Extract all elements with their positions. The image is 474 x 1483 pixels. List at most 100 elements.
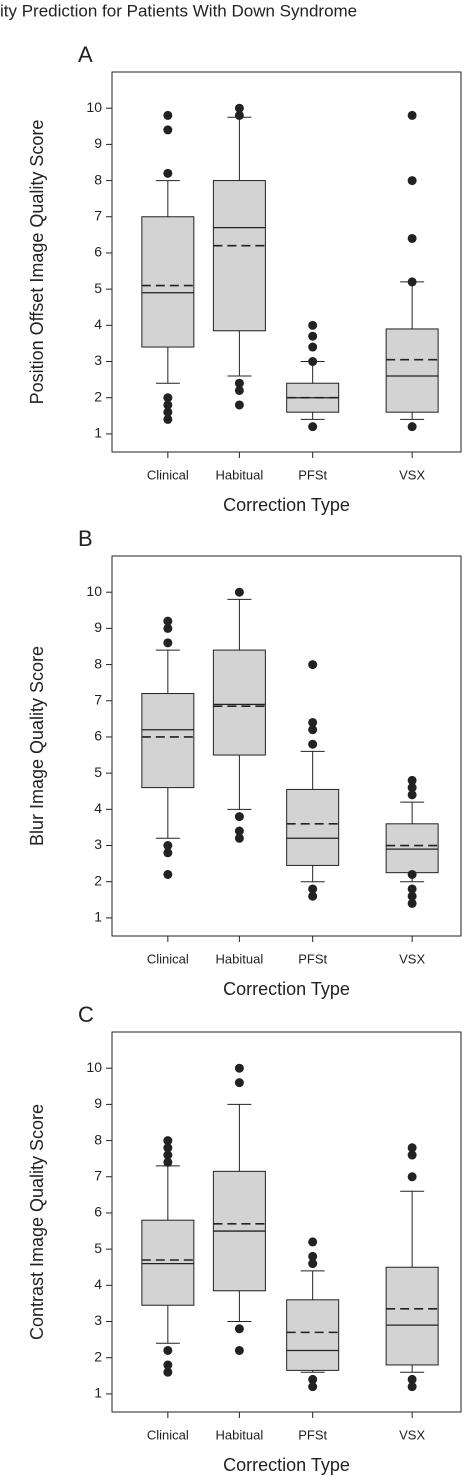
outlier [234,1345,244,1355]
outlier [407,233,417,243]
outlier [407,176,417,186]
y-tick-label: 1 [94,1385,102,1401]
box [141,693,195,789]
outlier [308,1251,318,1261]
x-tick-label: Clinical [147,1427,189,1442]
x-tick-label: VSX [399,1427,425,1442]
y-tick-label: 3 [94,836,102,852]
outlier [234,833,244,843]
outlier [234,385,244,395]
outlier [407,1150,417,1160]
y-tick-label: 8 [94,1131,102,1147]
outlier [163,848,173,858]
outlier [407,790,417,800]
y-tick-label: 8 [94,655,102,671]
outlier [163,638,173,648]
outlier [163,841,173,851]
y-tick-label: 3 [94,1312,102,1328]
outlier [163,407,173,417]
y-tick-label: 2 [94,1348,102,1364]
outlier [407,1143,417,1153]
outlier [234,587,244,597]
outlier [308,739,318,749]
box [385,1266,439,1366]
outlier [163,168,173,178]
box [141,1219,195,1306]
outlier [163,1150,173,1160]
outlier [308,1237,318,1247]
outlier [234,826,244,836]
plot-frame [111,71,462,453]
outlier [407,898,417,908]
y-tick-label: 7 [94,691,102,707]
outlier [234,1324,244,1334]
y-tick-label: 4 [94,800,102,816]
y-tick-label: 1 [94,909,102,925]
outlier [163,1136,173,1146]
outlier [163,1345,173,1355]
y-tick-label: 2 [94,388,102,404]
outlier [163,1143,173,1153]
outlier [163,623,173,633]
box [385,823,439,874]
y-tick-label: 8 [94,171,102,187]
y-tick-label: 7 [94,1167,102,1183]
outlier [407,422,417,432]
y-tick-label: 5 [94,764,102,780]
y-tick-label: 6 [94,728,102,744]
outlier [308,1374,318,1384]
outlier [163,125,173,135]
x-tick-label: PFSt [298,1427,327,1442]
y-tick-label: 5 [94,280,102,296]
x-tick-label: Habitual [216,467,264,482]
outlier [163,393,173,403]
y-tick-label: 3 [94,352,102,368]
outlier [308,331,318,341]
outlier [308,342,318,352]
x-tick-label: Clinical [147,951,189,966]
outlier [234,1063,244,1073]
box [141,216,195,348]
panel-label: A [78,42,93,67]
y-tick-label: 10 [86,99,102,115]
y-tick-label: 2 [94,872,102,888]
y-tick-label: 4 [94,316,102,332]
outlier [163,110,173,120]
outlier [308,1259,318,1269]
panel-label: B [78,526,93,551]
x-tick-label: Habitual [216,1427,264,1442]
outlier [234,400,244,410]
y-axis-label: Blur Image Quality Score [27,646,47,846]
y-tick-label: 6 [94,244,102,260]
panel-label: C [78,1002,94,1027]
outlier [308,422,318,432]
x-axis-label: Correction Type [223,979,350,999]
y-tick-label: 10 [86,1059,102,1075]
outlier [308,320,318,330]
y-tick-label: 9 [94,619,102,635]
outlier [163,414,173,424]
outlier [407,775,417,785]
outlier [234,110,244,120]
outlier [407,277,417,287]
outlier [308,357,318,367]
x-tick-label: VSX [399,951,425,966]
plot-frame [111,1031,462,1413]
outlier [163,616,173,626]
outlier [163,1367,173,1377]
outlier [407,869,417,879]
y-tick-label: 10 [86,583,102,599]
outlier [308,660,318,670]
box [212,649,266,756]
y-axis-label: Contrast Image Quality Score [27,1104,47,1340]
y-tick-label: 9 [94,1095,102,1111]
x-axis-label: Correction Type [223,1455,350,1475]
box [385,328,439,413]
y-tick-label: 9 [94,135,102,151]
y-tick-label: 7 [94,207,102,223]
outlier [163,1157,173,1167]
outlier [407,884,417,894]
box [212,180,266,332]
outlier [407,1374,417,1384]
